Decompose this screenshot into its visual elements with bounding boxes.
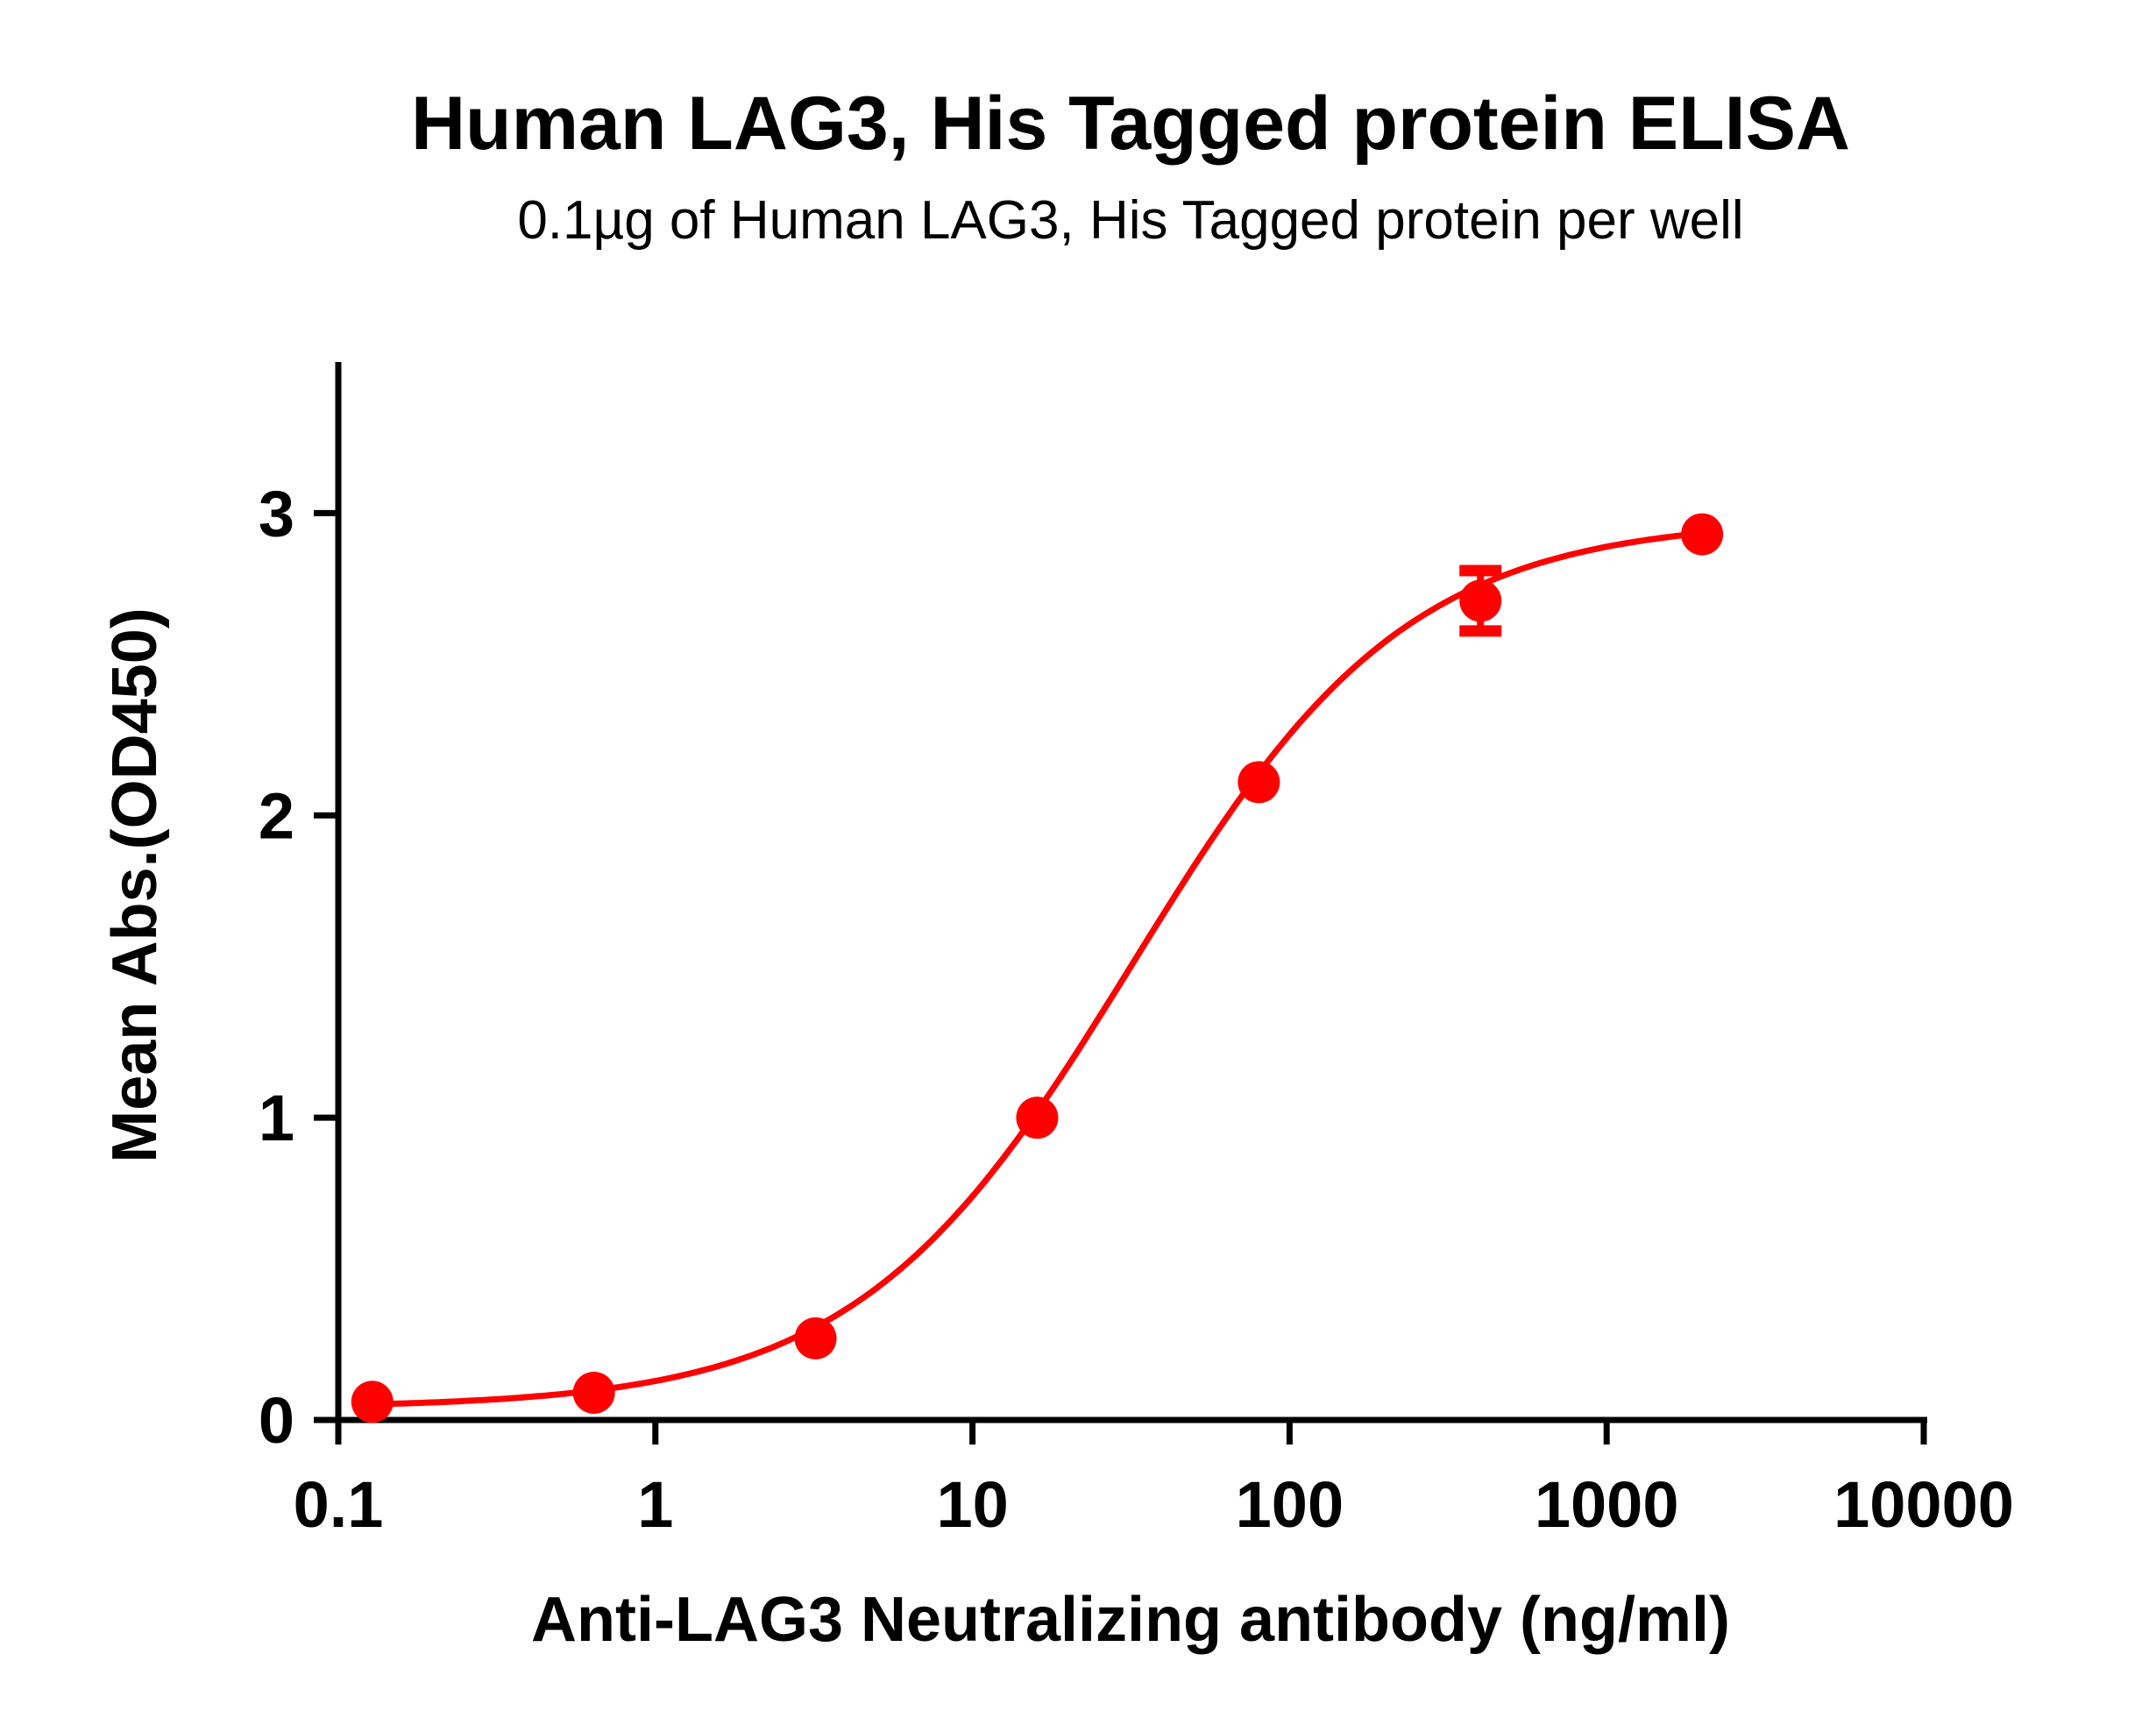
x-tick-label: 100 [1236, 1468, 1344, 1541]
chart-subtitle: 0.1µg of Human LAG3, His Tagged protein … [517, 190, 1743, 251]
x-tick-labels: 0.1 1 10 100 1000 10000 [294, 1468, 2014, 1541]
data-point [572, 1371, 615, 1414]
y-tick-labels: 0 1 2 3 [259, 477, 294, 1457]
x-axis-label: Anti-LAG3 Neutralizing antibody (ng/ml) [531, 1585, 1730, 1655]
data-point [351, 1381, 394, 1423]
data-point [794, 1317, 837, 1359]
data-point [1016, 1097, 1059, 1139]
x-tick-label: 1000 [1535, 1468, 1679, 1541]
y-tick-label: 0 [259, 1384, 294, 1457]
y-tick-label: 1 [259, 1082, 294, 1154]
y-tick-label: 3 [259, 477, 294, 550]
data-point [1459, 579, 1502, 622]
axes [314, 362, 1927, 1445]
x-tick-label: 10 [936, 1468, 1008, 1541]
y-axis-label: Mean Abs.(OD450) [100, 607, 170, 1162]
x-tick-label: 0.1 [294, 1468, 384, 1541]
data-points [351, 513, 1724, 1423]
x-tick-label: 1 [637, 1468, 673, 1541]
chart-title: Human LAG3, His Tagged protein ELISA [411, 82, 1850, 166]
x-tick-label: 10000 [1833, 1468, 2014, 1541]
fit-curve [372, 529, 1703, 1408]
data-point [1238, 761, 1280, 804]
y-tick-label: 2 [259, 779, 294, 852]
data-point [1681, 513, 1724, 556]
